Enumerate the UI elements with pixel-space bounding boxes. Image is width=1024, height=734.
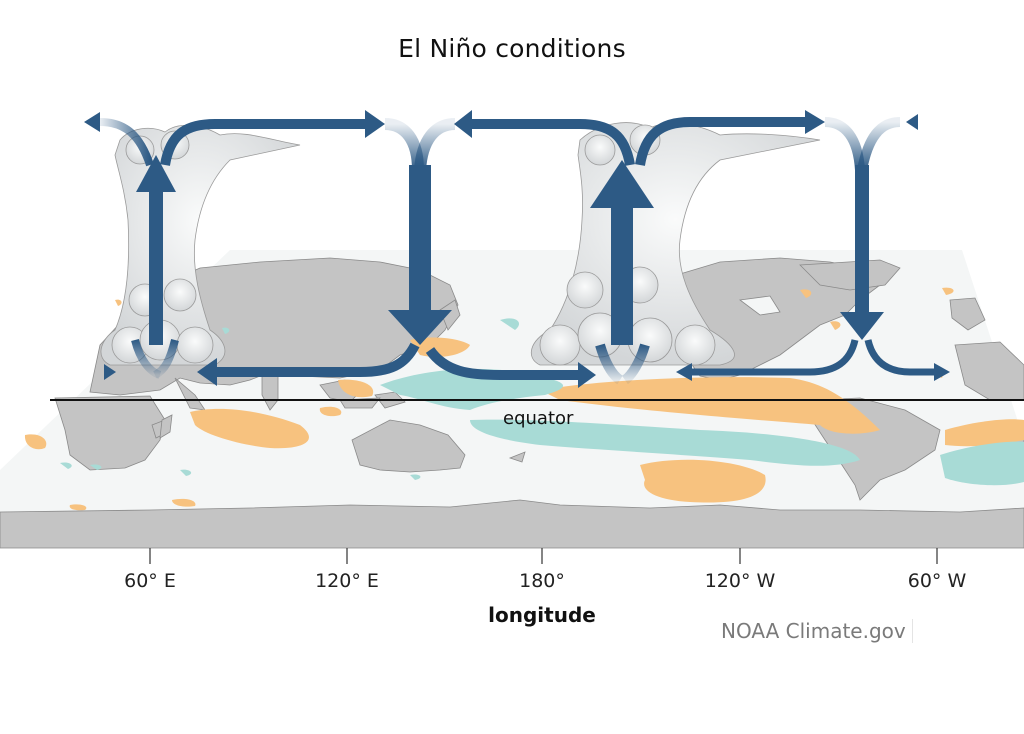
tick-label-60w: 60° W: [907, 570, 967, 592]
tick-label-60e: 60° E: [124, 570, 176, 592]
left-arrowhead-lower: [676, 363, 692, 381]
land-africa: [54, 395, 166, 471]
circulation-cell-pacific: [425, 110, 950, 388]
credit-noaa: NOAA Climate.gov: [721, 619, 913, 643]
right-arrowhead-lower: [934, 363, 950, 381]
longitude-axis: [149, 548, 938, 564]
tick-label-120e: 120° E: [315, 570, 379, 592]
left-arrowhead: [197, 358, 217, 386]
land-antarctica: [0, 499, 1024, 549]
warm-anomalies: [24, 287, 1024, 511]
warm-anomaly-east-pacific: [540, 377, 880, 434]
land-australia: [351, 419, 466, 473]
right-arrowhead: [365, 110, 385, 138]
diagram-title: El Niño conditions: [398, 34, 626, 63]
right-arrowhead: [805, 110, 825, 134]
axis-title-longitude: longitude: [488, 603, 596, 627]
tick-label-120w: 120° W: [704, 570, 776, 592]
up-arrowhead: [590, 160, 654, 208]
up-arrowhead: [136, 155, 176, 192]
left-arrowhead-upper: [454, 110, 472, 138]
down-arrowhead: [840, 312, 884, 340]
circulation-cell-indian-ocean: [84, 110, 456, 386]
down-arrowhead: [388, 310, 452, 345]
equator-label: equator: [503, 408, 574, 429]
tick-label-180: 180°: [519, 570, 565, 592]
